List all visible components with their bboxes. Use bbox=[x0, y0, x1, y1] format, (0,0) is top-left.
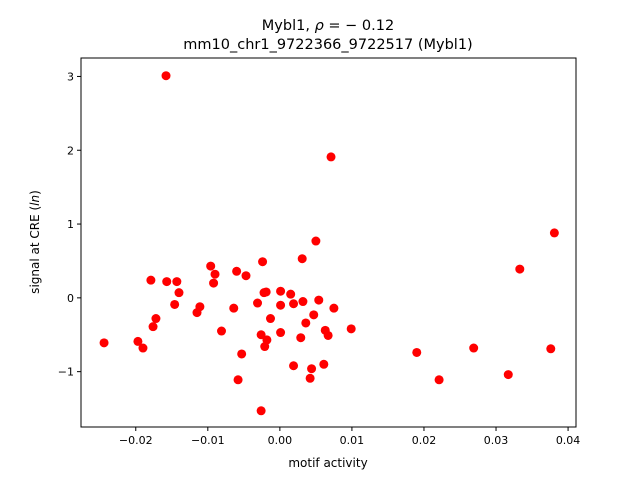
data-point bbox=[286, 289, 296, 299]
x-tick-label: 0.04 bbox=[556, 434, 581, 447]
data-point bbox=[276, 286, 286, 296]
data-point bbox=[298, 297, 308, 307]
data-point bbox=[195, 302, 205, 312]
y-tick-label: 2 bbox=[67, 144, 74, 157]
data-point bbox=[209, 278, 219, 288]
data-point bbox=[326, 152, 336, 162]
x-tick-label: 0.03 bbox=[484, 434, 509, 447]
data-point bbox=[138, 343, 148, 353]
y-tick-label: 0 bbox=[67, 292, 74, 305]
data-point bbox=[265, 314, 275, 324]
data-point bbox=[289, 299, 299, 309]
data-point bbox=[256, 330, 266, 340]
x-axis-label: motif activity bbox=[288, 456, 367, 470]
data-point bbox=[434, 375, 444, 385]
x-tick-label: 0.01 bbox=[340, 434, 365, 447]
chart-title-line1: Mybl1, ρ = − 0.12 bbox=[262, 18, 394, 34]
data-point bbox=[170, 299, 180, 309]
x-tick-label: 0.00 bbox=[268, 434, 293, 447]
data-point bbox=[260, 342, 270, 352]
data-point bbox=[256, 406, 266, 416]
y-tick-label: 3 bbox=[67, 70, 74, 83]
data-point bbox=[319, 359, 329, 369]
data-point bbox=[253, 298, 263, 308]
data-point bbox=[309, 310, 319, 320]
data-point bbox=[503, 370, 513, 380]
data-point bbox=[261, 287, 271, 297]
data-point bbox=[323, 330, 333, 340]
data-point bbox=[276, 300, 286, 310]
data-point bbox=[229, 303, 239, 313]
data-point bbox=[289, 361, 299, 371]
data-points bbox=[99, 71, 559, 416]
data-point bbox=[233, 375, 243, 385]
data-point bbox=[148, 322, 158, 332]
data-point bbox=[241, 271, 251, 281]
y-tick-label: 1 bbox=[67, 218, 74, 231]
data-point bbox=[305, 373, 315, 383]
data-point bbox=[307, 364, 317, 374]
data-point bbox=[133, 336, 143, 346]
chart-title-line2: mm10_chr1_9722366_9722517 (Mybl1) bbox=[183, 37, 472, 53]
data-point bbox=[346, 324, 356, 334]
data-point bbox=[162, 277, 172, 287]
data-point bbox=[469, 343, 479, 353]
data-point bbox=[412, 347, 422, 357]
data-point bbox=[232, 266, 242, 276]
data-point bbox=[329, 303, 339, 313]
x-tick-label: −0.02 bbox=[119, 434, 153, 447]
data-point bbox=[546, 344, 556, 354]
data-point bbox=[297, 254, 307, 264]
x-tick-label: −0.01 bbox=[191, 434, 225, 447]
data-point bbox=[99, 338, 109, 348]
data-point bbox=[301, 318, 311, 328]
data-point bbox=[314, 295, 324, 305]
y-tick-label: −1 bbox=[58, 366, 74, 379]
plot-frame bbox=[80, 57, 577, 428]
data-point bbox=[210, 269, 220, 279]
data-point bbox=[146, 275, 156, 285]
x-tick-label: 0.02 bbox=[412, 434, 437, 447]
data-point bbox=[206, 261, 216, 271]
data-point bbox=[311, 236, 321, 246]
data-point bbox=[515, 264, 525, 274]
data-point bbox=[237, 349, 247, 359]
data-point bbox=[296, 333, 306, 343]
data-point bbox=[276, 328, 286, 338]
y-axis-label: signal at CRE (ln) bbox=[28, 190, 42, 294]
data-point bbox=[258, 257, 268, 267]
data-point bbox=[161, 71, 171, 81]
data-point bbox=[172, 277, 182, 287]
data-point bbox=[217, 326, 227, 336]
x-axis-ticks: −0.02 −0.01 0.00 0.01 0.02 0.03 0.04 bbox=[119, 427, 580, 447]
data-point bbox=[174, 288, 184, 298]
data-point bbox=[151, 314, 161, 324]
y-axis-ticks: −1 0 1 2 3 bbox=[58, 70, 81, 379]
data-point bbox=[549, 228, 559, 238]
